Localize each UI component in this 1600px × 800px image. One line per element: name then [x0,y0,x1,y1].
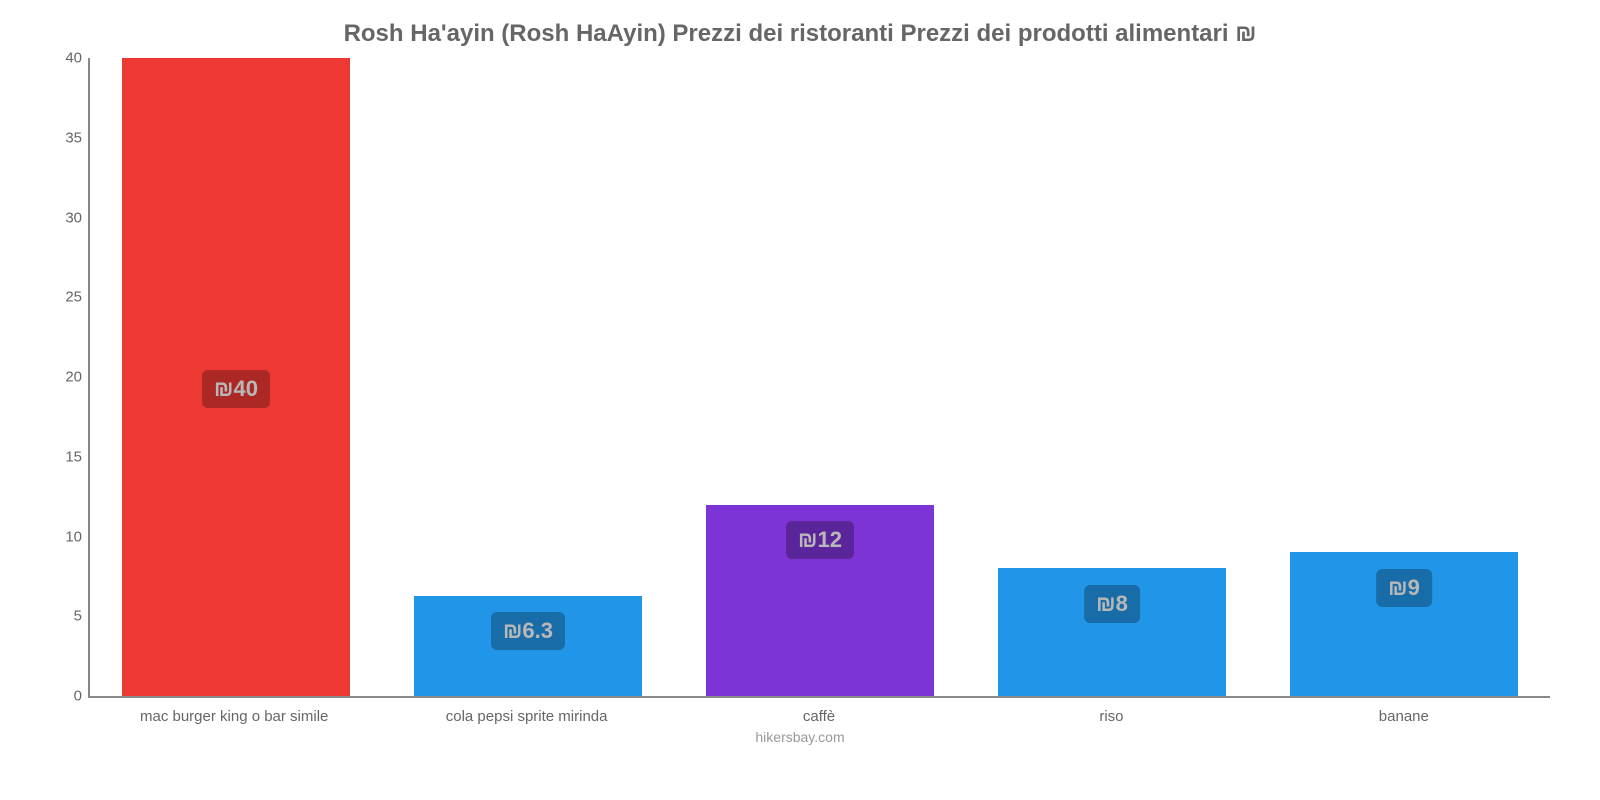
value-badge: ₪9 [1376,569,1432,607]
y-axis-ticks: 0510152025303540 [42,58,82,696]
bar: ₪12 [706,505,934,696]
bar: ₪8 [998,568,1226,696]
bars-container: ₪40 ₪6.3 ₪12 ₪8 ₪9 [90,58,1550,696]
y-tick: 40 [42,50,82,67]
y-tick: 10 [42,528,82,545]
plot-area: 0510152025303540 ₪40₪6.3₪12₪8₪9 [88,58,1550,698]
bar-slot: ₪6.3 [382,58,674,696]
bar-slot: ₪40 [90,58,382,696]
bar-slot: ₪9 [1258,58,1550,696]
y-tick: 30 [42,209,82,226]
bar-slot: ₪12 [674,58,966,696]
x-axis-labels: mac burger king o bar similecola pepsi s… [88,698,1550,725]
x-axis-label: banane [1258,698,1550,725]
bar: ₪9 [1290,552,1518,696]
chart-title: Rosh Ha'ayin (Rosh HaAyin) Prezzi dei ri… [40,20,1560,48]
y-tick: 5 [42,608,82,625]
value-badge: ₪6.3 [491,612,565,650]
x-axis-label: cola pepsi sprite mirinda [380,698,672,725]
attribution: hikersbay.com [40,729,1560,745]
y-tick: 15 [42,448,82,465]
y-tick: 20 [42,369,82,386]
bar-slot: ₪8 [966,58,1258,696]
y-tick: 25 [42,289,82,306]
x-axis-label: caffè [673,698,965,725]
x-axis-label: mac burger king o bar simile [88,698,380,725]
y-tick: 35 [42,129,82,146]
y-tick: 0 [42,688,82,705]
value-badge: ₪8 [1084,585,1140,623]
price-bar-chart: Rosh Ha'ayin (Rosh HaAyin) Prezzi dei ri… [0,0,1600,800]
bar: ₪6.3 [414,596,642,696]
x-axis-label: riso [965,698,1257,725]
value-badge: ₪12 [786,521,854,559]
value-badge: ₪40 [202,370,270,408]
bar: ₪40 [122,58,350,696]
